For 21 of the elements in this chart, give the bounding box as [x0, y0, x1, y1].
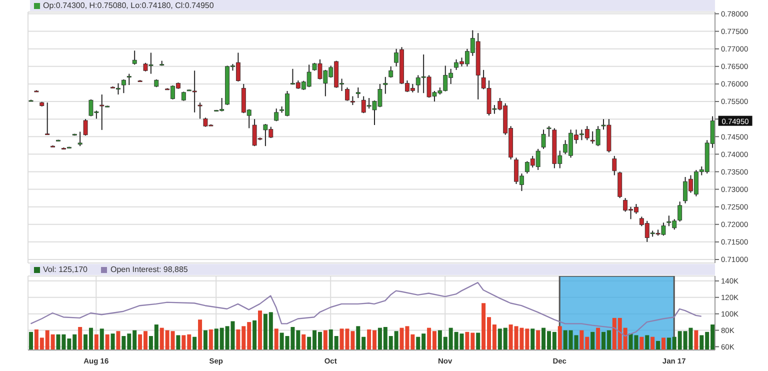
legend-label: Vol: 125,170: [43, 265, 88, 274]
candlestick: [546, 126, 552, 138]
candlestick: [126, 73, 132, 86]
legend-label: Op:0.74300, H:0.75080, Lo:0.74180, Cl:0.74950: [43, 1, 214, 10]
candlestick: [78, 131, 82, 147]
candlestick: [274, 108, 279, 122]
candlestick: [83, 118, 88, 136]
candlestick: [181, 91, 186, 102]
candlestick: [678, 201, 682, 222]
candlestick: [356, 86, 360, 99]
candlestick: [383, 76, 388, 94]
candlestick: [612, 155, 617, 176]
candlestick: [132, 50, 137, 66]
candlestick: [618, 171, 622, 199]
candlestick: [121, 78, 126, 94]
line-series: [30, 282, 702, 337]
legend-label: Open Interest: 98,885: [110, 265, 188, 274]
candlestick: [345, 86, 350, 102]
candlestick: [198, 102, 202, 120]
candlestick: [541, 129, 546, 150]
candlestick: [45, 102, 50, 136]
